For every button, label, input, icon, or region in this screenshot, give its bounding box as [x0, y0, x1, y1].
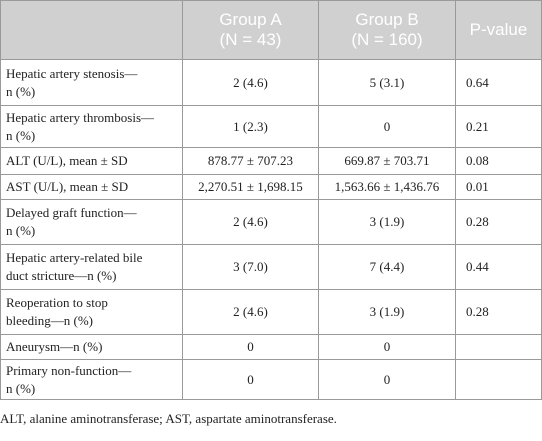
table-row: Reoperation to stop bleeding—n (%) 2 (4.6)… [0, 289, 542, 335]
row-label-text: n (%) [6, 127, 36, 143]
row-label: Hepatic artery-related bile duct strictur… [0, 244, 183, 290]
header-text: (N = 43) [219, 30, 282, 49]
table-row: Hepatic artery stenosis— n (%) 2 (4.6) 5 (3… [0, 59, 542, 106]
table-row: AST (U/L), mean ± SD 2,270.51 ± 1,698.15 1… [0, 174, 542, 200]
row-label-text: Aneurysm—n (%) [6, 339, 103, 354]
group-value: 2 (4.6) [182, 289, 319, 335]
header-text: Group A [219, 10, 282, 29]
row-label-text: bleeding—n (%) [6, 313, 94, 328]
row-label-text: Hepatic artery-related bile [6, 250, 143, 265]
row-label-text: n (%) [6, 223, 36, 238]
row-label: Reoperation to stop bleeding—n (%) [0, 289, 183, 335]
row-label-text: n (%) [6, 380, 36, 396]
p-value [455, 334, 542, 360]
row-label: Primary non-function— n (%) [0, 359, 183, 400]
p-value [455, 359, 542, 400]
row-label-text: AST (U/L), mean ± SD [6, 179, 129, 194]
row-label-text: ALT (U/L), mean ± SD [6, 153, 128, 168]
header-text: Group B [355, 10, 419, 29]
row-label: Aneurysm—n (%) [0, 334, 183, 360]
row-label-text: Hepatic artery stenosis— [6, 65, 138, 81]
row-label: Hepatic artery thrombosis— n (%) [0, 105, 183, 148]
table-body: Hepatic artery stenosis— n (%) 2 (4.6) 5 (3… [0, 59, 542, 400]
group-value: 0 [318, 334, 456, 360]
header-cell: P-value [455, 0, 542, 60]
row-label: Hepatic artery stenosis— n (%) [0, 59, 183, 106]
p-value: 0.28 [455, 289, 542, 335]
footnote: ALT, alanine aminotransferase; AST, aspa… [0, 411, 337, 426]
row-label-text: Reoperation to stop [6, 295, 108, 310]
header-text: (N = 160) [351, 30, 423, 49]
group-value: 3 (7.0) [182, 244, 319, 290]
group-value: 2,270.51 ± 1,698.15 [182, 174, 319, 200]
header-cell: Group A (N = 43) [182, 0, 319, 60]
group-value: 2 (4.6) [182, 59, 319, 106]
p-value: 0.21 [455, 105, 542, 148]
p-value: 0.44 [455, 244, 542, 290]
table-row: Hepatic artery thrombosis— n (%) 1 (2.3) 0 0… [0, 105, 542, 148]
group-value: 1,563.66 ± 1,436.76 [318, 174, 456, 200]
table-row: ALT (U/L), mean ± SD 878.77 ± 707.23 669.8… [0, 147, 542, 175]
table-row: Hepatic artery-related bile duct strictur… [0, 244, 542, 290]
row-label: ALT (U/L), mean ± SD [0, 147, 183, 175]
row-label: AST (U/L), mean ± SD [0, 174, 183, 200]
p-value: 0.64 [455, 59, 542, 106]
group-value: 3 (1.9) [318, 199, 456, 245]
group-value: 0 [318, 105, 456, 148]
header-text: P-value [469, 20, 528, 39]
p-value: 0.01 [455, 174, 542, 200]
header-row: Group A (N = 43) Group B (N = 160) P-value [0, 0, 542, 60]
group-value: 0 [318, 359, 456, 400]
group-value: 2 (4.6) [182, 199, 319, 245]
group-value: 5 (3.1) [318, 59, 456, 106]
table-row: Aneurysm—n (%) 0 0 [0, 334, 542, 360]
group-value: 0 [182, 334, 319, 360]
table-row: Delayed graft function— n (%) 2 (4.6) 3 (1.… [0, 199, 542, 245]
results-table: Group A (N = 43) Group B (N = 160) P-value H… [0, 0, 542, 400]
row-label-text: Delayed graft function— [6, 205, 137, 220]
group-value: 669.87 ± 703.71 [318, 147, 456, 175]
row-label: Delayed graft function— n (%) [0, 199, 183, 245]
p-value: 0.28 [455, 199, 542, 245]
header-cell [0, 0, 183, 60]
header-cell: Group B (N = 160) [318, 0, 456, 60]
row-label-text: Hepatic artery thrombosis— [6, 109, 155, 125]
row-label-text: n (%) [6, 83, 36, 99]
group-value: 7 (4.4) [318, 244, 456, 290]
p-value: 0.08 [455, 147, 542, 175]
group-value: 0 [182, 359, 319, 400]
row-label-text: duct stricture—n (%) [6, 268, 117, 283]
group-value: 3 (1.9) [318, 289, 456, 335]
row-label-text: Primary non-function— [6, 362, 132, 378]
group-value: 1 (2.3) [182, 105, 319, 148]
group-value: 878.77 ± 707.23 [182, 147, 319, 175]
table-row: Primary non-function— n (%) 0 0 [0, 359, 542, 400]
